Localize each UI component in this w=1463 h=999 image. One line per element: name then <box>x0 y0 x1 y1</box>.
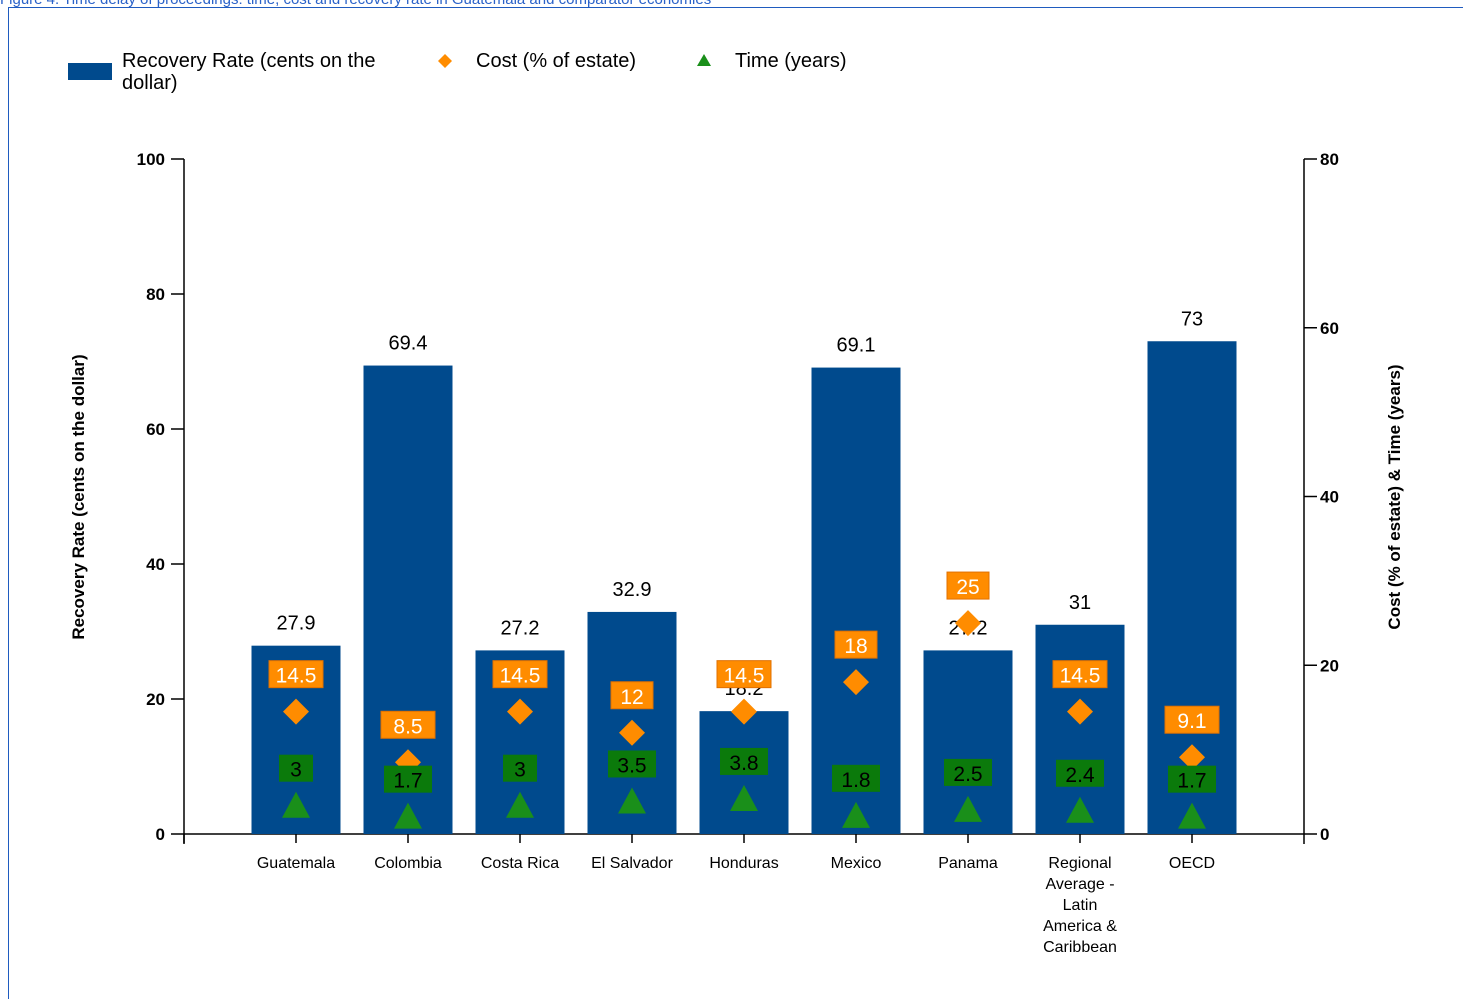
cost-value-label: 14.5 <box>500 665 541 688</box>
cost-label-box <box>1052 660 1108 689</box>
cost-marker-panama <box>955 610 981 637</box>
right-axis-tick-label: 80 <box>1320 150 1339 169</box>
cost-value-label: 14.5 <box>276 665 317 688</box>
cost-label-box <box>1164 705 1220 734</box>
left-axis-tick-label: 40 <box>146 555 165 574</box>
cost-marker-regional-average-latin-america-caribbean <box>1067 698 1093 725</box>
time-label-box <box>503 754 537 782</box>
left-axis-title: Recovery Rate (cents on the dollar) <box>69 354 88 639</box>
bar-value-label: 27.2 <box>501 617 540 639</box>
time-label-box <box>832 764 880 792</box>
category-label-el-salvador: El Salvador <box>591 855 673 872</box>
time-value-label: 1.7 <box>1177 770 1206 793</box>
time-label-box <box>1168 765 1216 793</box>
bar-value-label: 27.9 <box>277 613 316 635</box>
cost-value-label: 14.5 <box>1060 665 1101 688</box>
cost-marker-honduras <box>731 698 757 725</box>
cost-label-box <box>834 630 878 659</box>
time-marker-mexico <box>842 801 870 828</box>
time-value-label: 3.5 <box>617 754 646 777</box>
time-marker-el-salvador <box>618 787 646 814</box>
cost-value-label: 8.5 <box>393 715 422 738</box>
right-axis-tick-label: 60 <box>1320 319 1339 338</box>
category-label-panama: Panama <box>938 855 998 872</box>
cost-value-label: 14.5 <box>724 665 765 688</box>
time-value-label: 1.8 <box>841 769 870 792</box>
left-axis-tick-label: 60 <box>146 420 165 439</box>
bar-value-label: 69.1 <box>837 335 876 357</box>
time-label-box <box>279 754 313 782</box>
time-value-label: 1.7 <box>393 770 422 793</box>
right-axis-tick-label: 20 <box>1320 656 1339 675</box>
time-marker-colombia <box>394 802 422 829</box>
left-axis-tick-label: 80 <box>146 285 165 304</box>
time-value-label: 3 <box>514 759 526 782</box>
category-label-colombia: Colombia <box>374 855 442 872</box>
cost-label-box <box>610 681 654 710</box>
cost-label-box <box>380 710 436 739</box>
cost-label-box <box>268 660 324 689</box>
bar-value-label: 69.4 <box>389 333 428 355</box>
cost-value-label: 9.1 <box>1177 710 1206 733</box>
time-value-label: 3.8 <box>729 752 758 775</box>
right-axis-title: Cost (% of estate) & Time (years) <box>1385 364 1404 629</box>
time-marker-guatemala <box>282 791 310 818</box>
time-marker-regional-average-latin-america-caribbean <box>1066 796 1094 823</box>
category-label-costa-rica: Costa Rica <box>481 855 559 872</box>
time-value-label: 3 <box>290 759 302 782</box>
category-label-oecd: OECD <box>1169 855 1215 872</box>
legend-recovery-rate-label: Recovery Rate (cents on the dollar) <box>122 50 375 94</box>
legend-bar-swatch <box>68 63 112 80</box>
left-axis-tick-label: 0 <box>156 825 165 844</box>
left-axis-tick-label: 100 <box>137 150 165 169</box>
legend-time-marker <box>697 54 711 66</box>
category-label-guatemala: Guatemala <box>257 855 335 872</box>
category-label-honduras: Honduras <box>709 855 778 872</box>
cost-value-label: 12 <box>620 686 643 709</box>
cost-marker-el-salvador <box>619 719 645 746</box>
bar-value-label: 73 <box>1181 308 1203 330</box>
right-axis-tick-label: 40 <box>1320 488 1339 507</box>
figure-caption: Figure 4. Time delay of proceedings: tim… <box>0 0 1463 8</box>
cost-value-label: 18 <box>844 635 867 658</box>
time-label-box <box>384 765 432 793</box>
time-value-label: 2.5 <box>953 763 982 786</box>
category-label-regional-average-latin-america-caribbean: Regional Average -Latin America & Caribbean <box>1043 855 1117 956</box>
cost-label-box <box>946 571 990 600</box>
cost-label-box <box>716 660 772 689</box>
time-value-label: 2.4 <box>1065 764 1095 787</box>
time-marker-oecd <box>1178 802 1206 829</box>
time-label-box <box>608 750 656 778</box>
legend-cost-label: Cost (% of estate) <box>476 50 636 72</box>
cost-marker-guatemala <box>283 698 309 725</box>
cost-marker-mexico <box>843 669 869 696</box>
time-marker-costa-rica <box>506 791 534 818</box>
cost-label-box <box>492 660 548 689</box>
cost-marker-costa-rica <box>507 698 533 725</box>
bar-value-label: 31 <box>1069 592 1091 614</box>
bar-mexico <box>811 367 901 834</box>
time-label-box <box>720 747 768 775</box>
cost-value-label: 25 <box>956 576 979 599</box>
time-marker-honduras <box>730 784 758 811</box>
left-axis-tick-label: 20 <box>146 690 165 709</box>
bar-value-label: 32.9 <box>613 579 652 601</box>
chart-frame <box>8 7 1463 999</box>
right-axis-tick-label: 0 <box>1320 825 1329 844</box>
time-label-box <box>1056 759 1104 787</box>
legend-cost-marker <box>438 54 452 68</box>
cost-marker-oecd <box>1179 744 1205 771</box>
category-label-mexico: Mexico <box>831 855 882 872</box>
time-marker-panama <box>954 795 982 822</box>
time-label-box <box>944 758 992 786</box>
legend-time-label: Time (years) <box>735 50 846 72</box>
